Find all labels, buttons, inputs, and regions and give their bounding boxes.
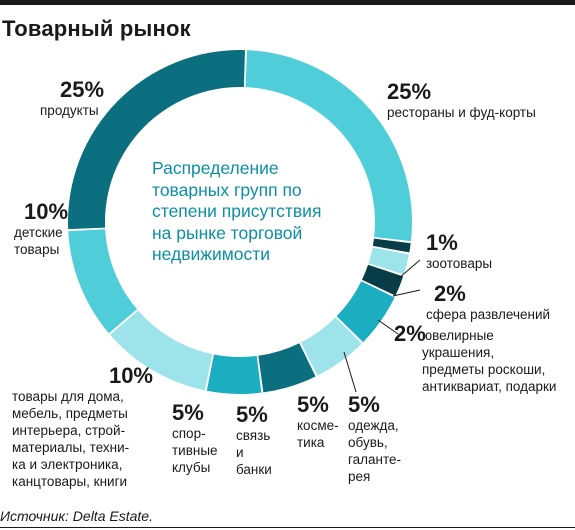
slice-text: одежда, обувь, галанте- рея (348, 418, 402, 484)
leader-line-clothing (343, 351, 357, 393)
slice-percent: 1% (426, 230, 458, 255)
donut-slice-jewelry (362, 264, 404, 296)
slice-text: зоотовары (426, 256, 493, 271)
donut-slice-clothing (336, 281, 395, 343)
slice-label-home: 10% товары для дома, мебель, предметы ин… (12, 364, 153, 490)
slice-percent: 5% (297, 392, 329, 417)
donut-slice-sport (206, 354, 262, 395)
slice-text: детские товары (14, 225, 63, 257)
slice-text: товары для дома, мебель, предметы интерь… (12, 389, 130, 489)
donut-slice-groceries (68, 49, 245, 230)
slice-percent: 5% (348, 392, 380, 417)
slice-percent: 5% (172, 400, 204, 425)
donut-slice-entertainment (368, 247, 409, 275)
slice-percent: 2% (394, 321, 426, 346)
donut-slice-home (110, 310, 213, 391)
slice-percent: 25% (387, 79, 432, 104)
slice-text: спор- тивные клубы (172, 426, 218, 475)
page-title: Товарный рынок (2, 16, 191, 41)
leader-line-jewelry (377, 319, 399, 335)
slice-text: ювелирные украшения, предметы роскоши, а… (422, 328, 557, 394)
donut-slice-telecom (258, 343, 316, 393)
slice-label-groceries: 25% продукты (40, 78, 104, 119)
donut-slice-cosmetics (300, 317, 362, 376)
slice-percent: 25% (60, 77, 105, 102)
bottom-rule (0, 527, 575, 528)
slice-percent: 2% (434, 281, 466, 306)
slice-label-telecom: 5% связь и банки (236, 403, 272, 478)
leader-line-entertainment (392, 289, 421, 297)
slice-label-jewelry: 2% ювелирные украшения, предметы роскоши… (394, 322, 556, 395)
slice-percent: 5% (236, 402, 268, 427)
slice-label-clothing: 5% одежда, обувь, галанте- рея (348, 393, 401, 485)
slice-label-restaurants: 25% рестораны и фуд-корты (387, 80, 536, 121)
chart-center-caption: Распределение товарных групп по степени … (152, 158, 322, 264)
slice-text: сфера развлечений (426, 307, 551, 322)
donut-slice-restaurants (245, 50, 412, 242)
top-rule (0, 0, 575, 5)
donut-slice-pets (372, 238, 411, 253)
slice-percent: 10% (24, 199, 69, 224)
slice-label-kids: 10% детские товары (14, 200, 68, 258)
slice-label-sport: 5% спор- тивные клубы (172, 401, 218, 476)
source-note: Источник: Delta Estate. (0, 508, 153, 524)
slice-percent: 10% (108, 363, 153, 388)
slice-text: продукты (40, 103, 99, 118)
slice-text: рестораны и фуд-корты (387, 105, 536, 120)
slice-label-pets: 1% зоотовары (426, 231, 492, 272)
slice-label-entertainment: 2% сфера развлечений (426, 282, 550, 323)
slice-text: космe- тика (297, 418, 339, 450)
leader-line-pets (398, 259, 421, 279)
slice-text: связь и банки (236, 428, 272, 477)
slice-label-cosmetics: 5% космe- тика (297, 393, 339, 451)
donut-slice-kids (68, 229, 138, 334)
